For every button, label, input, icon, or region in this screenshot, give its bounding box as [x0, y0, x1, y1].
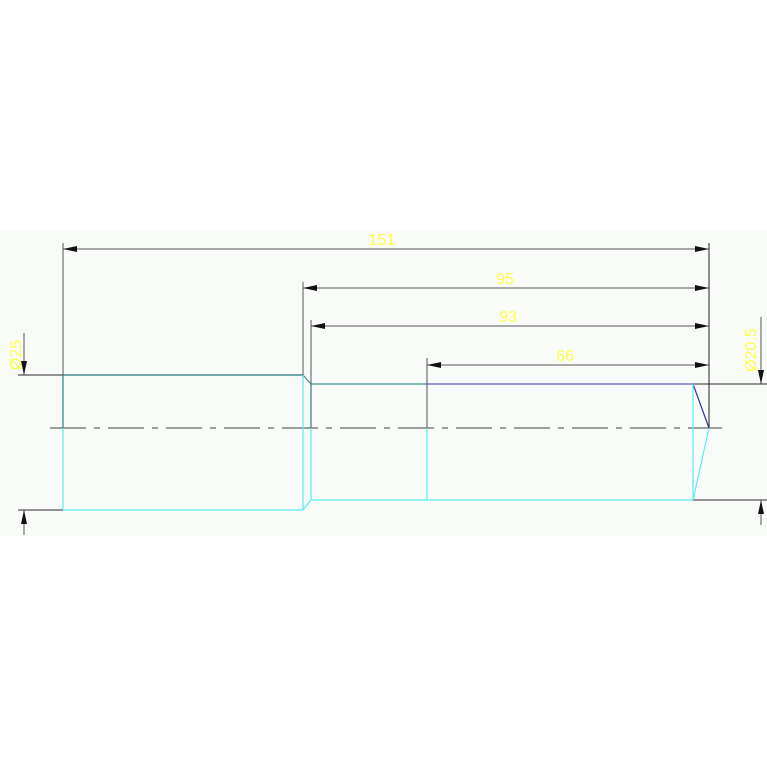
dimension-text-dia20-5: Ø20.5 — [743, 328, 760, 372]
dimension-text-dia25: Ø25 — [8, 340, 25, 370]
dimension-text-66: 66 — [556, 348, 574, 365]
dimension-text-151: 151 — [369, 232, 396, 249]
dimension-text-95: 95 — [496, 271, 514, 288]
dimension-text-93: 93 — [499, 309, 517, 326]
drawing-area — [0, 230, 767, 536]
extension-lines — [62, 243, 710, 428]
shaft-outline — [18, 374, 767, 511]
